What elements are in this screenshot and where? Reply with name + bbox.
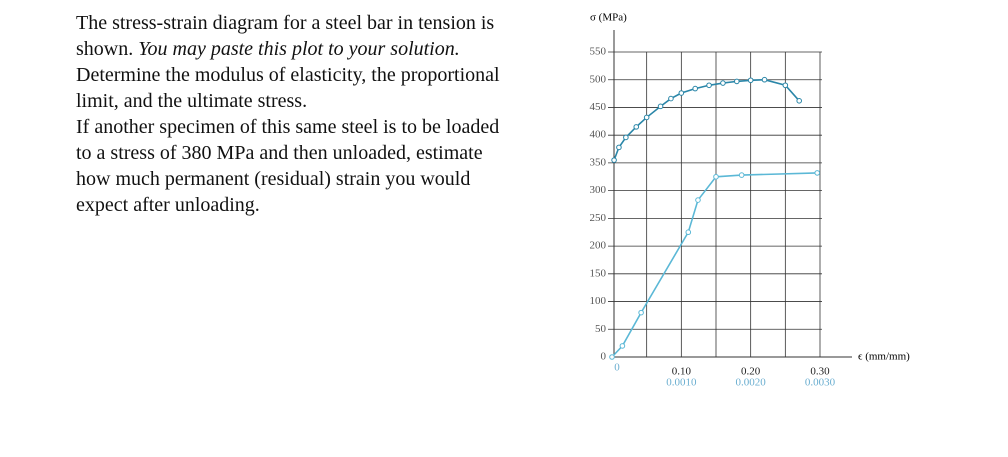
y-tick-label: 0 (601, 351, 607, 363)
text-line: how much permanent (residual) strain you… (76, 168, 471, 190)
y-tick-label: 150 (590, 267, 607, 279)
point-marker (643, 114, 650, 121)
point-marker (695, 197, 701, 203)
point-marker (713, 173, 719, 180)
x2-tick-label: 0 (614, 362, 620, 374)
y-tick-label: 200 (590, 240, 607, 252)
y-tick-label: 550 (590, 46, 607, 58)
point-marker (685, 229, 692, 236)
point-marker (761, 76, 768, 83)
y-tick-label: 250 (590, 212, 607, 224)
point-marker (720, 80, 726, 86)
y-tick-label: 100 (590, 295, 607, 307)
x-axis-label: ϵ (mm/mm) (858, 351, 910, 363)
text-line: limit, and the ultimate stress. (76, 90, 308, 112)
point-marker (611, 157, 617, 163)
text-line: to a stress of 380 MPa and then unloaded… (76, 142, 483, 164)
point-marker (796, 98, 803, 104)
point-marker (623, 134, 629, 141)
x-tick-label: 0.10 (672, 366, 692, 378)
x-tick-label: 0.30 (810, 366, 830, 378)
x2-tick-label: 0.0020 (736, 377, 767, 389)
point-marker (619, 343, 626, 349)
point-marker (814, 170, 821, 176)
point-marker (678, 90, 685, 96)
problem-text: The stress-strain diagram for a steel ba… (76, 10, 500, 218)
y-tick-label: 300 (590, 184, 607, 196)
point-marker (782, 82, 789, 89)
text-line: expect after unloading. (76, 194, 260, 216)
y-tick-label: 450 (590, 101, 607, 113)
point-marker (638, 309, 644, 316)
y-tick-label: 500 (590, 73, 607, 85)
point-marker (668, 95, 674, 102)
y-tick-label: 350 (590, 156, 607, 168)
x-tick-label: 0.20 (741, 366, 761, 378)
text-line: If another specimen of this same steel i… (76, 116, 500, 138)
point-marker (657, 103, 664, 110)
italic-text: You may paste this plot to your solution… (138, 38, 460, 60)
point-marker (616, 144, 622, 151)
point-marker (609, 354, 615, 360)
point-marker (738, 172, 745, 178)
x2-tick-label: 0.0030 (805, 377, 836, 389)
x2-tick-label: 0.0010 (666, 377, 697, 389)
point-marker (734, 78, 740, 85)
point-marker (747, 77, 754, 84)
series-line (611, 172, 818, 358)
point-marker (633, 124, 640, 130)
y-tick-label: 50 (595, 323, 607, 335)
y-tick-label: 400 (590, 129, 607, 141)
series-line (613, 78, 800, 161)
text-line: The stress-strain diagram for a steel ba… (76, 12, 495, 34)
text-line: Determine the modulus of elasticity, the… (76, 64, 500, 86)
point-marker (692, 85, 699, 92)
text-span: shown. (76, 38, 134, 60)
point-marker (706, 82, 712, 89)
text-line: shown. You may paste this plot to your s… (76, 36, 500, 62)
y-axis-label: σ (MPa) (590, 12, 627, 24)
